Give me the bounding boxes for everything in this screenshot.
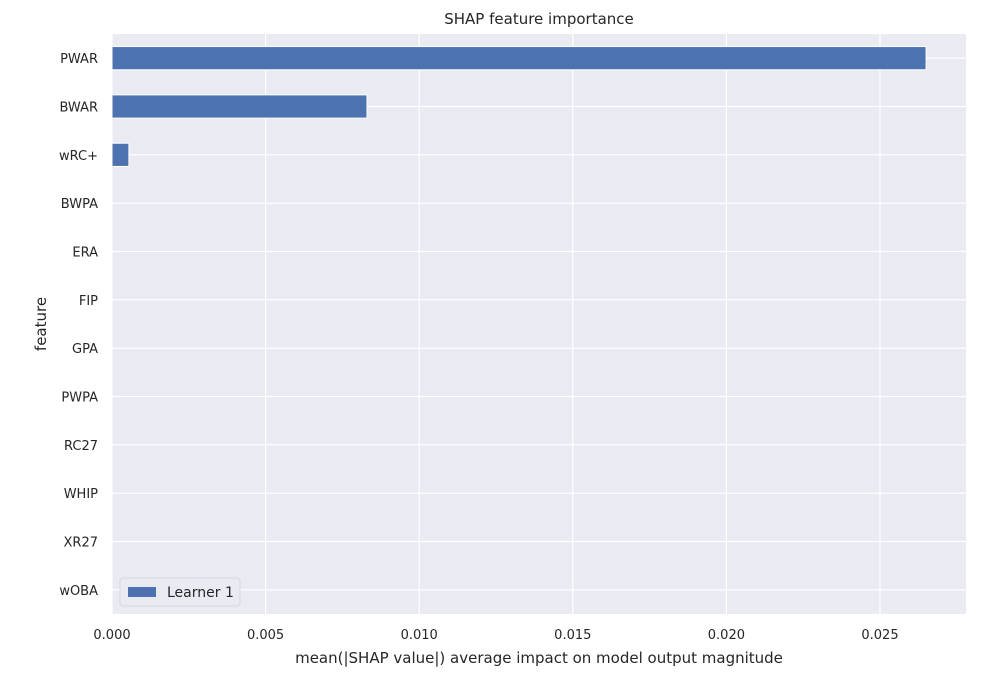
chart-title: SHAP feature importance [444,10,634,28]
bars [111,46,927,167]
x-tick-label: 0.010 [401,628,438,643]
x-tick-label: 0.000 [93,628,130,643]
x-tick-label: 0.025 [861,628,898,643]
y-axis-label: feature [32,297,50,351]
bar [111,94,368,119]
x-tick-label: 0.020 [708,628,745,643]
y-tick-label: wOBA [59,584,98,599]
plot-area [112,34,966,614]
bar [111,142,130,167]
y-tick-label: PWPA [61,391,98,406]
x-tick-label: 0.005 [247,628,284,643]
x-tick-label: 0.015 [554,628,591,643]
y-tick-label: BWPA [61,197,98,212]
y-tick-label: XR27 [64,536,98,551]
legend-box [119,577,241,607]
y-tick-label: BWAR [59,101,98,116]
x-axis-label: mean(|SHAP value|) average impact on mod… [295,649,783,667]
legend: Learner 1 [119,577,241,607]
legend-label: Learner 1 [167,585,234,601]
y-tick-label: ERA [72,246,98,261]
y-tick-label: wRC+ [59,149,98,164]
y-tick-label: FIP [79,294,98,309]
y-tick-labels: PWAR BWAR wRC+ BWPA ERA FIP GPA PWPA RC27 WHIP XR2… [59,52,98,599]
x-tick-labels: 0.000 0.005 0.010 0.015 0.020 0.025 [93,628,898,643]
legend-swatch [128,587,156,597]
y-tick-label: GPA [72,342,98,357]
y-tick-label: WHIP [64,487,98,502]
y-tick-label: PWAR [60,52,98,67]
bar [111,46,927,71]
y-tick-label: RC27 [64,439,98,454]
